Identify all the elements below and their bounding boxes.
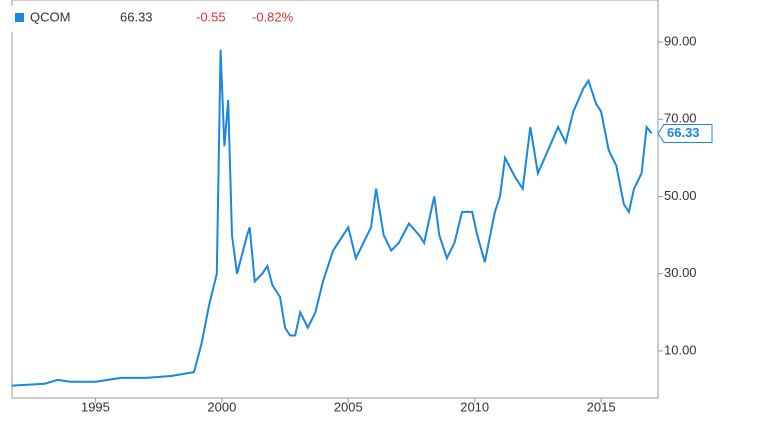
change-pct: -0.82%: [252, 9, 294, 24]
x-tick-label: 1995: [81, 399, 110, 414]
x-tick-label: 2000: [207, 399, 236, 414]
last-value-tag: [657, 123, 713, 143]
price-line: [11, 49, 653, 387]
last-value-label: 66.33: [667, 125, 700, 140]
plot-frame: [11, 0, 659, 399]
price: 66.33: [120, 9, 153, 24]
symbol: QCOM: [30, 9, 70, 24]
y-tick-label: 30.00: [664, 265, 697, 280]
change: -0.55: [196, 9, 226, 24]
y-tick-label: 70.00: [664, 111, 697, 126]
legend-swatch: [15, 13, 24, 22]
x-tick-label: 2005: [334, 399, 363, 414]
x-tick-label: 2010: [460, 399, 489, 414]
header-bg: [10, 6, 320, 32]
y-tick-label: 50.00: [664, 188, 697, 203]
y-tick-label: 10.00: [664, 342, 697, 357]
y-tick-label: 90.00: [664, 34, 697, 49]
x-tick-label: 2015: [587, 399, 616, 414]
